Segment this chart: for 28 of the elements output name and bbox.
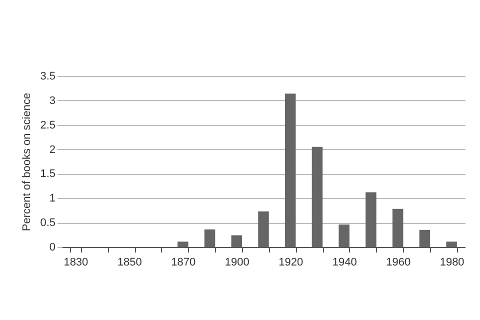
bar (204, 229, 216, 247)
bar (312, 146, 323, 247)
bar (366, 192, 376, 247)
bar (392, 208, 404, 247)
bar (284, 94, 296, 247)
bar (178, 242, 188, 247)
y-tick-label: 1.5 (40, 168, 56, 180)
x-tick-label: 1980 (440, 256, 464, 268)
x-tick-label: 1850 (117, 256, 142, 268)
bar (258, 211, 269, 247)
y-tick-label: 2 (49, 144, 56, 156)
x-tick-label: 1940 (332, 256, 357, 268)
bar (419, 230, 430, 247)
bar (338, 224, 350, 247)
y-tick-label: 0.5 (40, 217, 56, 230)
x-tick-label: 1960 (386, 256, 411, 268)
y-tick-label: 2.5 (40, 119, 56, 132)
y-tick-label: 0 (49, 242, 56, 254)
bar (446, 242, 457, 247)
y-tick-label: 1 (49, 192, 56, 205)
x-tick-label: 1920 (278, 256, 304, 268)
y-axis-title: Percent of books on science (21, 92, 34, 232)
x-tick-label: 1830 (64, 256, 88, 268)
x-tick-label: 1870 (171, 256, 196, 268)
x-tick-label: 1900 (224, 256, 250, 268)
bar (231, 235, 242, 247)
y-tick-label: 3 (49, 94, 56, 107)
y-tick-label: 3.5 (40, 70, 56, 82)
